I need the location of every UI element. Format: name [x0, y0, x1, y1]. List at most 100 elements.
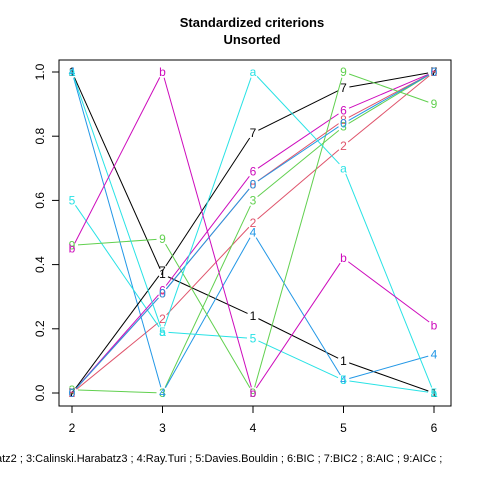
series-6-point: 6 — [431, 65, 438, 79]
series-b-point: b — [340, 251, 347, 265]
y-axis: 0.0 0.2 0.4 0.6 0.8 1.0 — [33, 63, 60, 401]
chart-title: Standardized criterions — [180, 15, 324, 30]
series-9-point: 9 — [250, 386, 257, 400]
y-tick-label: 0.2 — [33, 320, 47, 337]
series-4-point: 4 — [431, 347, 438, 361]
series-4: 4 4 4 4 4 — [69, 65, 438, 400]
series-3: 3 3 3 3 3 — [69, 65, 438, 400]
y-tick-label: 1.0 — [33, 63, 47, 80]
series-4-point: 4 — [340, 373, 347, 387]
series-2-segment — [166, 226, 250, 316]
series-b-point: b — [250, 386, 257, 400]
series-0-point: 0 — [159, 286, 166, 300]
series-a-point: a — [69, 65, 76, 79]
series-5-point: 5 — [340, 373, 347, 387]
series-8-segment — [257, 123, 339, 182]
series-8-point: 8 — [431, 65, 438, 79]
series-6-point: 6 — [69, 386, 76, 400]
series-b-segment — [74, 77, 161, 244]
series-a-segment — [73, 77, 161, 327]
series-a-segment — [164, 77, 252, 327]
series-0-point: 0 — [340, 116, 347, 130]
series-b-point: b — [69, 242, 76, 256]
series-7-point: 7 — [159, 264, 166, 278]
series-8-point: 8 — [340, 113, 347, 127]
series-6-segment — [257, 113, 339, 169]
series-1-segment — [167, 276, 248, 314]
series-4-segment — [349, 355, 429, 380]
series-9-segment — [254, 77, 343, 388]
series-9-segment — [77, 238, 157, 246]
series-5-segment — [349, 380, 429, 393]
series-b-segment — [348, 261, 430, 323]
series-0-point: 0 — [69, 386, 76, 400]
series-5-point: 5 — [69, 193, 76, 207]
x-tick-label: 2 — [69, 421, 76, 435]
x-tick-label: 5 — [340, 421, 347, 435]
series-1-segment — [348, 362, 429, 392]
series-a: a a a a a — [69, 65, 438, 400]
series-5-segment — [258, 340, 339, 379]
series-2-point: 2 — [69, 386, 76, 400]
series-3-segment — [348, 74, 430, 124]
series-5-point: 5 — [159, 325, 166, 339]
series-2-segment — [257, 149, 340, 220]
series-4-segment — [255, 237, 341, 376]
series-4-point: 4 — [69, 65, 76, 79]
y-tick-label: 0.6 — [33, 192, 47, 209]
series-6-point: 6 — [250, 165, 257, 179]
series-0-point: 0 — [250, 177, 257, 191]
series-0-segment — [348, 74, 430, 121]
series-7-point: 7 — [250, 126, 257, 140]
series-2-point: 2 — [159, 312, 166, 326]
series-3-segment — [164, 205, 251, 388]
series-5: 5 5 5 5 5 — [69, 193, 438, 400]
series-3-point: 3 — [431, 65, 438, 79]
series-0-segment — [75, 297, 159, 389]
series-9-point: 9 — [340, 65, 347, 79]
series-3-point: 3 — [159, 386, 166, 400]
series-8-point: 8 — [250, 177, 257, 191]
series-6-segment — [348, 73, 429, 109]
series-5-segment — [74, 205, 160, 328]
series-1-point: 1 — [250, 309, 257, 323]
series-2-point: 2 — [340, 139, 347, 153]
series-a-segment — [345, 173, 433, 388]
series-9-point: 9 — [431, 97, 438, 111]
series-a-point: a — [250, 65, 257, 79]
series-2-segment — [347, 75, 430, 143]
series-0: 0 0 0 0 0 — [69, 65, 438, 400]
series-5-point: 5 — [250, 331, 257, 345]
series-4-point: 4 — [250, 226, 257, 240]
y-tick-label: 0.8 — [33, 128, 47, 145]
x-tick-label: 4 — [250, 421, 257, 435]
series-b-segment — [255, 262, 341, 389]
series-9-segment — [165, 243, 251, 389]
series-a-segment — [256, 76, 340, 165]
series-2-point: 2 — [431, 65, 438, 79]
series-7-point: 7 — [69, 386, 76, 400]
series-7-segment — [258, 90, 339, 131]
series-0-point: 0 — [431, 65, 438, 79]
series-3-segment — [257, 129, 340, 197]
series-0-segment — [257, 126, 339, 182]
series-4-segment — [165, 237, 251, 389]
series-b: b b b b b — [69, 65, 438, 400]
y-tick-label: 0.0 — [33, 384, 47, 401]
series-9-point: 9 — [159, 232, 166, 246]
series-4-segment — [73, 77, 162, 388]
series-1-segment — [73, 77, 161, 269]
series-8-point: 8 — [159, 286, 166, 300]
series-2-point: 2 — [250, 216, 257, 230]
chart-subtitle: Unsorted — [223, 32, 280, 47]
series-2: 2 2 2 2 2 — [69, 65, 438, 400]
x-tick-label: 3 — [159, 421, 166, 435]
series-1-point: 1 — [431, 386, 438, 400]
x-tick-label: 6 — [431, 421, 438, 435]
series-8-segment — [348, 74, 429, 118]
y-tick-label: 0.4 — [33, 256, 47, 273]
series-7-point: 7 — [340, 81, 347, 95]
series-8-point: 8 — [69, 386, 76, 400]
